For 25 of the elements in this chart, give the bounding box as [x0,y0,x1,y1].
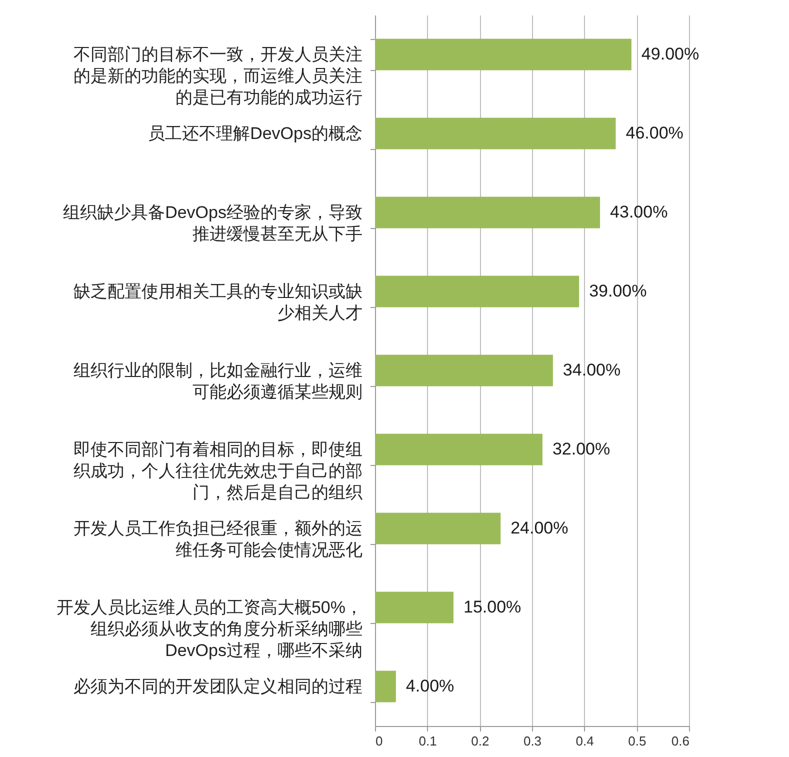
y-tick-label: 员工还不理解DevOps的概念 [148,124,362,143]
x-tick-label: 0.4 [576,734,594,748]
y-tick-label: 缺乏配置使用相关工具的专业知识或缺少相关人才 [74,282,362,322]
y-tick-label: 开发人员比运维人员的工资高大概50%，组织必须从收支的角度分析采纳哪些DevOps过程，哪些不采纳 [56,598,362,660]
y-tick-label: 即使不同部门有着相同的目标，即使组织成功，个人往往优先效忠于自己的部门，然后是自己的组织 [74,440,362,502]
y-tick-label: 组织行业的限制，比如金融行业，运维可能必须遵循某些规则 [74,361,362,402]
x-tick-label: 0 [376,734,383,748]
data-label: 49.00% [641,44,700,64]
data-label: 39.00% [589,282,647,300]
data-label: 4.00% [406,676,454,696]
data-label: 46.00% [626,124,684,142]
y-tick-label: 开发人员工作负担已经很重，额外的运维任务可能会使情况恶化 [74,519,362,560]
x-tick-label: 0.2 [471,734,490,748]
x-tick-label: 0.3 [523,734,542,748]
x-tick-label: 0.1 [418,734,437,748]
data-label: 24.00% [510,518,568,538]
y-tick-label: 不同部门的目标不一致，开发人员关注的是新的功能的实现，而运维人员关注的是已有功能的成功运行 [74,45,362,107]
x-tick-label: 0.5 [628,734,646,748]
data-label: 15.00% [464,598,522,616]
y-tick-label: 组织缺少具备DevOps经验的专家，导致推进缓慢甚至无从下手 [63,203,362,244]
data-label: 32.00% [552,440,610,458]
y-tick-label: 必须为不同的开发团队定义相同的过程 [74,677,362,696]
data-label: 43.00% [610,202,668,222]
x-tick-label: 0.6 [671,734,690,748]
data-label: 34.00% [562,360,621,380]
